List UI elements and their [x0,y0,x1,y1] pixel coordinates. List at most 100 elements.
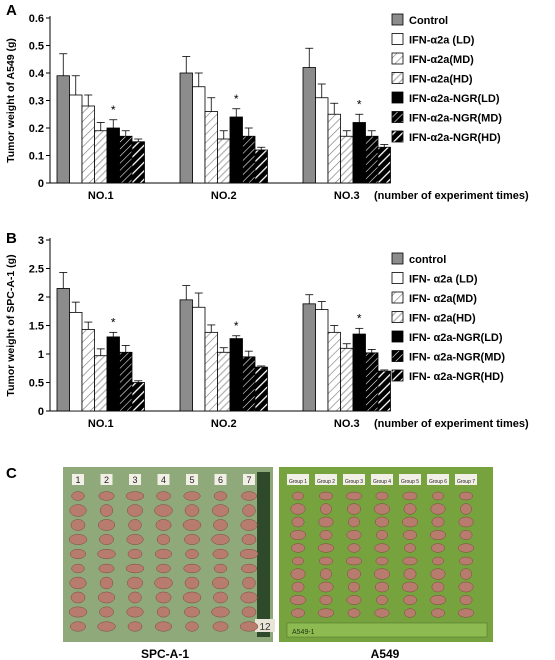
tumor [99,606,114,618]
caption-a549: A549 [371,647,400,660]
tumor [404,608,416,618]
group-label: Group 1 [289,479,307,485]
tumor [98,491,115,501]
tumor [457,608,475,618]
legend-label: control [409,254,446,266]
tumor [291,543,305,553]
group-tag [399,474,421,485]
bar [119,351,133,412]
tumor [401,581,419,593]
legend-label: IFN- α2a-NGR(MD) [409,352,505,364]
bar [365,135,379,184]
bar [192,306,206,412]
bar [229,116,243,184]
tumor [184,576,200,590]
y-tick-label: 0.3 [29,96,44,108]
photo-spc-tag-label: 12 [259,622,271,633]
tumor [460,503,472,515]
y-tick-label: 2.5 [29,264,44,276]
x-category-label: NO.1 [88,190,114,202]
chart-a: Tumor weight of A549 (g) 0 0.1 0.2 0.3 0.4 0.5… [5,13,529,202]
tumor [155,519,172,531]
bar [81,329,95,412]
tumor [127,576,143,590]
tumor [375,556,389,566]
tumor [184,606,200,618]
tumor [97,519,116,531]
tumor [345,556,363,566]
group-tag [214,474,227,485]
bar [217,138,231,184]
legend-label: IFN- α2a-NGR(LD) [409,332,503,344]
tumor [182,519,202,531]
tumor [348,516,360,528]
tumor [376,530,388,540]
tumor [291,581,305,593]
bar [94,130,108,184]
group-label: Group 4 [373,479,391,485]
tumor [318,581,334,593]
tumor [459,556,473,566]
group-tag [243,474,255,485]
legend-swatch [391,311,404,323]
tumor [155,591,172,604]
significance-star: * [111,315,116,329]
group-tag [427,474,449,485]
tumor [460,568,472,580]
tumor [345,491,363,501]
photo-a549-ruler-label: A549-1 [292,629,315,636]
tumor [71,563,85,574]
tumor [289,595,307,605]
tumor [211,576,230,590]
tumor [459,595,473,605]
bar [352,122,366,184]
tumor [69,576,87,590]
tumor [128,591,142,604]
legend-swatch [391,252,404,265]
legend-swatch [391,13,404,26]
tumor [319,556,333,566]
tumor [348,581,360,593]
legend-swatch [391,291,404,304]
tumor [127,548,143,560]
legend-swatch [391,369,404,382]
bar [254,149,268,184]
significance-star: * [357,311,362,325]
y-tick-label: 1.5 [29,321,44,333]
y-axis-label: Tumor weight of SPC-A-1 (g) [5,254,17,396]
tumor [291,516,305,528]
tumor [404,543,416,553]
bar [204,331,218,412]
tumor [402,491,418,501]
group-tag [455,474,477,485]
legend-label: IFN-α2a-NGR(MD) [409,113,502,125]
tumor [319,491,333,501]
tumor [347,608,361,618]
tumor [319,530,333,540]
tumor [403,595,417,605]
tumor [213,519,228,531]
legend-swatch [391,330,404,343]
tumor [213,591,228,604]
legend-label: IFN-α2a-NGR(LD) [409,93,500,105]
tumor [99,504,114,517]
significance-star: * [357,97,362,111]
bar [340,347,354,412]
tumor [211,606,230,618]
tumor [241,491,257,501]
bar [131,141,145,184]
tumor [459,491,473,501]
bar [106,127,120,184]
tumor [182,591,202,604]
bar [204,111,218,184]
tumor [156,606,171,618]
tumor [431,608,445,618]
group-tag [72,474,84,485]
tumor [459,530,473,540]
tumor [71,491,85,501]
tumor [373,568,391,580]
legend-swatch [391,72,404,84]
y-tick-label: 0 [38,178,44,190]
tumor [241,606,257,618]
tumor [125,491,145,501]
